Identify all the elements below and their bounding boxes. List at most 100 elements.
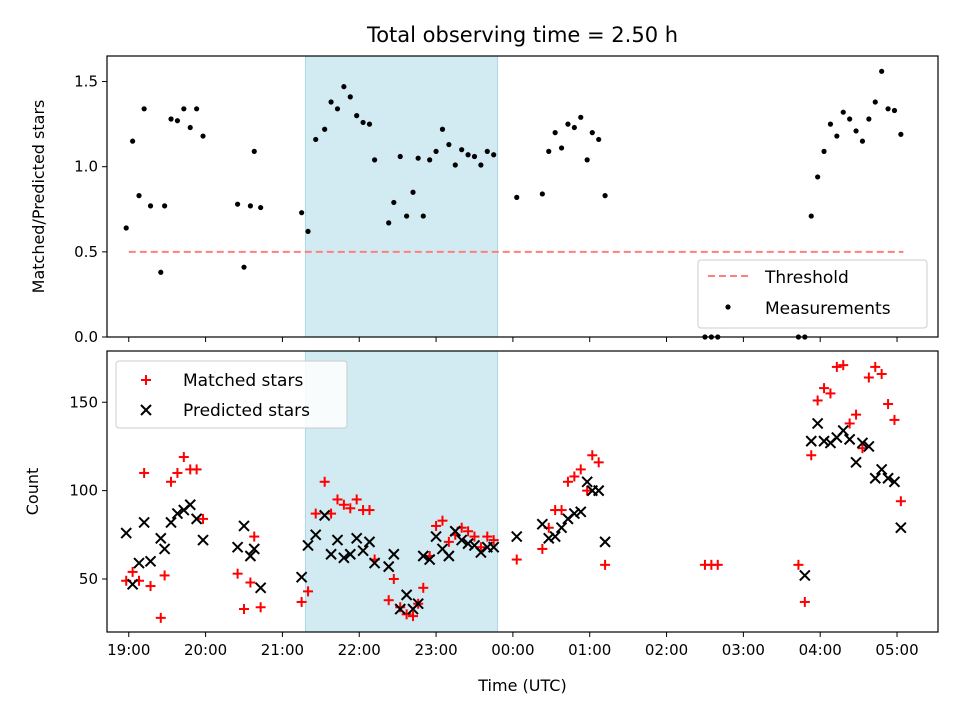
matched-star-point <box>232 568 243 579</box>
count-panel: 19:00 20:00 21:00 22:00 23:00 00:00 01:00 02:00… <box>23 350 939 695</box>
matched-star-point <box>239 604 250 615</box>
matched-star-point <box>255 602 266 613</box>
measurement-point <box>602 193 608 199</box>
predicted-star-point-b <box>436 543 449 555</box>
matched-star-point <box>395 602 406 613</box>
legend-measurements-label: Measurements <box>765 299 891 319</box>
measurement-point <box>840 109 846 115</box>
predicted-star-point-b <box>394 603 406 615</box>
predicted-star-point-b <box>592 484 605 497</box>
measurement-point <box>299 210 305 216</box>
predicted-star-point <box>856 437 869 449</box>
matched-star-point <box>303 586 314 597</box>
measurement-point <box>162 203 168 209</box>
predicted-star-point <box>126 578 139 590</box>
predicted-star-point-b <box>417 550 429 562</box>
measurement-point <box>415 155 421 161</box>
predicted-star-point <box>394 603 406 615</box>
matched-star-point <box>159 570 170 581</box>
predicted-star-point-b <box>423 553 436 566</box>
predicted-star-point-b <box>568 507 581 520</box>
measurement-point <box>334 106 341 112</box>
bottom-x-ticks: 19:00 20:00 21:00 22:00 23:00 00:00 01:00 02:00… <box>107 632 919 659</box>
predicted-star-point <box>423 553 436 566</box>
predicted-star-point <box>400 589 413 601</box>
predicted-star-point-b <box>875 463 888 476</box>
predicted-star-point-b <box>158 543 171 555</box>
measurement-point <box>141 106 147 112</box>
predicted-star-point <box>511 530 523 543</box>
bottom-y-tick-label: 50 <box>79 570 98 588</box>
predicted-star-point-b <box>184 499 196 511</box>
predicted-star-point <box>568 507 581 520</box>
legend-matched-label: Matched stars <box>183 371 303 391</box>
matched-star-point <box>889 414 900 425</box>
measurement-point <box>241 264 247 270</box>
predicted-star-point <box>248 543 260 555</box>
predicted-star-point <box>184 499 196 511</box>
measurement-point <box>465 152 471 158</box>
matched-star-point <box>488 535 499 546</box>
predicted-star-point <box>850 456 862 469</box>
count-points-layer <box>120 360 907 623</box>
predicted-star-point <box>575 506 587 518</box>
matched-star-point <box>593 457 604 468</box>
measurement-point <box>589 130 595 136</box>
matched-star-point <box>556 505 567 516</box>
predicted-star-point-b <box>331 534 344 546</box>
predicted-star-point-b <box>248 543 260 555</box>
top-legend-box <box>697 259 928 329</box>
predicted-star-point <box>805 435 817 447</box>
matched-star-point <box>463 526 474 537</box>
predicted-star-point <box>318 509 331 522</box>
x-tick-label: 05:00 <box>875 641 918 659</box>
measurement-point <box>808 213 814 219</box>
legend-predicted-marker <box>140 404 152 416</box>
measurement-point <box>174 118 181 124</box>
predicted-star-point-b <box>357 544 369 557</box>
measurement-point <box>565 121 571 127</box>
measurement-point <box>514 194 520 200</box>
matched-star-point <box>155 612 166 623</box>
measurement-point <box>578 114 584 120</box>
predicted-star-point-b <box>818 435 830 447</box>
matched-star-point <box>851 409 862 420</box>
predicted-star-point <box>244 550 257 562</box>
measurement-point <box>847 116 853 122</box>
predicted-star-point-b <box>430 530 442 543</box>
predicted-star-point <box>581 476 593 488</box>
measurement-point <box>181 106 187 112</box>
top-y-tick-label: 0.5 <box>74 243 98 261</box>
matched-star-point <box>799 596 810 607</box>
measurement-point <box>130 138 136 144</box>
bottom-legend: Matched stars Predicted stars <box>115 360 348 429</box>
measurement-point <box>891 107 898 114</box>
measurement-point <box>427 157 433 163</box>
measurement-point <box>853 128 859 134</box>
predicted-star-point <box>295 571 308 583</box>
predicted-star-point-b <box>133 557 145 569</box>
matched-star-point <box>172 467 183 478</box>
measurement-point <box>313 136 319 143</box>
predicted-star-point <box>487 541 500 553</box>
matched-star-point <box>364 505 375 516</box>
x-tick-label: 03:00 <box>722 641 765 659</box>
predicted-star-point-b <box>254 582 267 594</box>
predicted-star-point-b <box>455 534 468 546</box>
measurement-point <box>147 203 154 209</box>
bottom-axes-frame <box>106 350 939 633</box>
top-legend: Threshold Measurements <box>697 259 928 329</box>
predicted-star-point-b <box>325 548 337 560</box>
predicted-star-point-b <box>197 534 209 546</box>
predicted-star-point-b <box>144 555 157 568</box>
matched-star-point <box>351 494 362 505</box>
matched-star-point <box>418 582 429 593</box>
predicted-star-point-b <box>400 589 413 601</box>
predicted-star-point-b <box>536 518 549 530</box>
predicted-star-point <box>462 537 474 550</box>
matched-star-point <box>562 476 573 487</box>
predicted-star-point-b <box>799 569 811 582</box>
top-x-ticks <box>128 337 898 342</box>
measurement-point <box>898 131 904 137</box>
